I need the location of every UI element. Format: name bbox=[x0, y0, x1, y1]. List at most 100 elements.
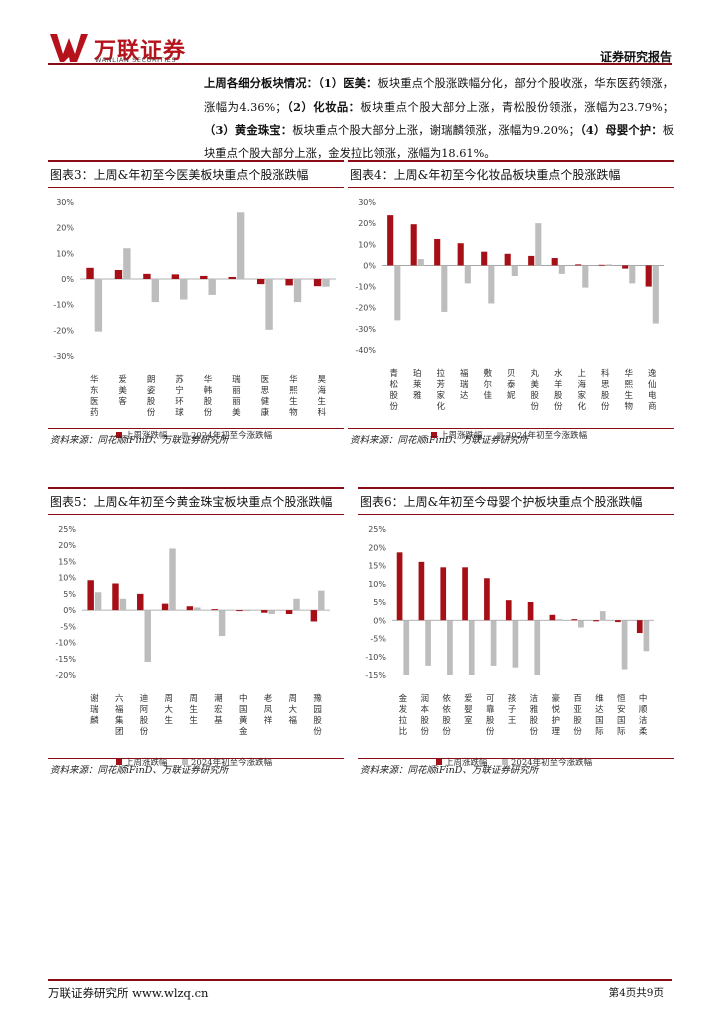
category-label: 股 bbox=[204, 397, 213, 407]
bar-ytd bbox=[123, 248, 131, 279]
category-label: 莱 bbox=[413, 379, 422, 390]
category-label: 宁 bbox=[175, 385, 184, 396]
bar-ytd bbox=[558, 265, 565, 274]
y-tick-label: -20% bbox=[53, 326, 74, 335]
category-label: 股 bbox=[420, 716, 429, 726]
y-tick-label: -20% bbox=[355, 304, 376, 313]
y-tick-label: -5% bbox=[60, 622, 76, 631]
chart-panel-fig3: 图表3：上周&年初至今医美板块重点个股涨跌幅 -30% -20% -10% 0% 10%… bbox=[48, 160, 344, 450]
category-label: 本 bbox=[420, 704, 429, 715]
chart-fig5: -20%-15%-10%-5%0%5%10%15%20%25%谢瑞麟六福集团迪阿… bbox=[55, 525, 330, 768]
category-label: 际 bbox=[617, 727, 626, 737]
logo: 万联证券 WANLIAN SECURITIES bbox=[48, 32, 198, 64]
category-label: 水 bbox=[554, 368, 563, 379]
y-tick-label: -10% bbox=[55, 639, 76, 648]
legend-swatch-last-week bbox=[436, 759, 442, 765]
bar-last-week bbox=[410, 224, 417, 266]
category-label: 豪 bbox=[551, 693, 560, 704]
category-label: 集 bbox=[115, 715, 124, 726]
bar-ytd bbox=[652, 265, 659, 324]
bar-ytd bbox=[578, 620, 584, 628]
bar-ytd bbox=[265, 279, 273, 330]
report-type-label: 证券研究报告 bbox=[599, 50, 672, 64]
category-label: 宏 bbox=[214, 704, 223, 715]
bar-ytd bbox=[556, 619, 562, 621]
category-label: 份 bbox=[601, 401, 610, 412]
sector3-label: （3）黄金珠宝： bbox=[204, 123, 293, 137]
y-tick-label: 20% bbox=[58, 541, 76, 550]
bar-last-week bbox=[622, 265, 629, 269]
category-label: 瑞 bbox=[460, 379, 469, 390]
category-label: 国 bbox=[595, 716, 604, 726]
y-tick-label: 20% bbox=[368, 543, 386, 552]
category-label: 生 bbox=[289, 396, 298, 407]
category-label: 客 bbox=[118, 396, 127, 407]
bar-ytd bbox=[621, 620, 628, 670]
category-label: 恒 bbox=[617, 693, 626, 704]
bar-ytd bbox=[394, 265, 401, 321]
y-tick-label: 15% bbox=[368, 562, 386, 571]
y-tick-label: 20% bbox=[358, 219, 376, 228]
category-label: 股 bbox=[389, 391, 398, 401]
category-label: 佳 bbox=[483, 390, 492, 401]
category-label: 芳 bbox=[436, 379, 445, 390]
y-tick-label: -10% bbox=[355, 283, 376, 292]
legend-swatch-last-week bbox=[116, 432, 122, 438]
footer-divider bbox=[48, 979, 672, 981]
category-label: 健 bbox=[261, 396, 270, 407]
bar-last-week bbox=[418, 561, 425, 621]
bar-last-week bbox=[575, 264, 582, 266]
category-label: 凤 bbox=[264, 705, 273, 715]
category-label: 六 bbox=[115, 693, 124, 704]
bar-last-week bbox=[593, 620, 599, 622]
legend-label-last-week: 上周涨跌幅 bbox=[445, 757, 488, 768]
category-label: 金 bbox=[239, 726, 248, 737]
bar-ytd bbox=[94, 592, 102, 611]
legend-swatch-ytd bbox=[497, 432, 503, 438]
source-divider bbox=[48, 428, 344, 429]
source-note-fig3: 资料来源：同花顺iFinD、万联证券研究所 bbox=[50, 435, 229, 446]
category-label: 亚 bbox=[573, 705, 582, 715]
source-note-fig6: 资料来源：同花顺iFinD、万联证券研究所 bbox=[360, 765, 539, 776]
bar-ytd bbox=[403, 620, 410, 675]
category-label: 电 bbox=[648, 390, 657, 401]
bar-last-week bbox=[636, 620, 643, 634]
y-tick-label: -15% bbox=[55, 655, 76, 664]
y-tick-label: 0% bbox=[63, 606, 76, 615]
bar-ytd bbox=[94, 279, 103, 332]
category-label: 家 bbox=[577, 390, 586, 401]
y-tick-label: -10% bbox=[53, 301, 74, 310]
category-label: 达 bbox=[595, 704, 604, 715]
legend-label-ytd: 2024年初至今涨跌幅 bbox=[511, 757, 593, 768]
intro-paragraph: 上周各细分板块情况：（1）医美：板块重点个股涨跌幅分化，部分个股收涨，华东医药领… bbox=[204, 72, 674, 165]
bar-last-week bbox=[598, 264, 605, 266]
category-label: 股 bbox=[486, 716, 495, 726]
bar-ytd bbox=[488, 265, 495, 304]
category-label: 康 bbox=[261, 407, 270, 418]
bar-ytd bbox=[464, 265, 471, 284]
legend-label-last-week: 上周涨跌幅 bbox=[440, 430, 483, 441]
category-label: 科 bbox=[601, 368, 610, 379]
category-label: 青 bbox=[389, 368, 398, 379]
wanlian-logo-icon bbox=[50, 34, 88, 62]
category-label: 瑞 bbox=[90, 704, 99, 715]
category-label: 敷 bbox=[483, 368, 492, 379]
category-label: 顺 bbox=[639, 705, 648, 715]
category-label: 拉 bbox=[436, 368, 445, 379]
category-label: 熙 bbox=[289, 386, 298, 396]
bar-last-week bbox=[186, 606, 194, 611]
bar-last-week bbox=[310, 610, 318, 622]
category-label: 化 bbox=[577, 401, 586, 412]
category-label: 雅 bbox=[413, 390, 422, 401]
category-label: 阿 bbox=[140, 705, 149, 715]
category-label: 份 bbox=[147, 407, 156, 418]
category-label: 球 bbox=[175, 407, 184, 418]
category-label: 份 bbox=[313, 726, 322, 737]
bar-last-week bbox=[228, 276, 236, 279]
category-label: 熙 bbox=[624, 380, 633, 390]
category-label: 股 bbox=[554, 391, 563, 401]
sector4-text: 板块重点个股大部分上涨，金发拉比领涨，涨幅为18.61%。 bbox=[204, 124, 674, 160]
category-label: 份 bbox=[204, 407, 213, 418]
y-tick-label: 25% bbox=[368, 525, 386, 534]
legend-swatch-ytd bbox=[502, 759, 508, 765]
